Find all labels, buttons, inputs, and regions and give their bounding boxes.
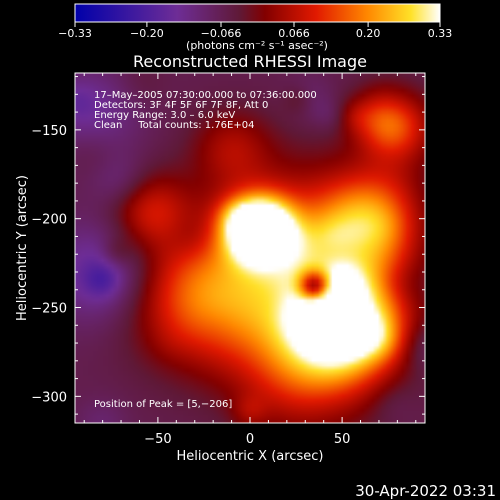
heatmap-image	[75, 73, 425, 423]
colorbar-tick-label: 0.20	[356, 27, 381, 40]
colorbar-tick-label: −0.20	[130, 27, 164, 40]
x-axis: −50 0 50	[83, 73, 417, 447]
colorbar-units-label: (photons cm⁻² s⁻¹ asec⁻²)	[186, 39, 328, 52]
x-tick-label: −50	[144, 432, 171, 447]
x-axis-label: Heliocentric X (arcsec)	[177, 449, 324, 464]
chart-title: Reconstructed RHESSI Image	[133, 52, 367, 71]
y-axis: −150 −200 −250 −300	[31, 76, 425, 415]
annotation-date: 17–May–2005 07:30:00.000 to 07:36:00.000	[94, 90, 317, 101]
y-tick-label: −200	[31, 213, 67, 228]
colorbar-tick-label: 0.066	[278, 27, 310, 40]
y-axis-label: Heliocentric Y (arcsec)	[15, 175, 30, 321]
y-tick-label: −250	[31, 302, 67, 317]
y-tick-label: −300	[31, 390, 67, 405]
colorbar-ticks: −0.33 −0.20 −0.066 0.066 0.20 0.33	[58, 22, 452, 40]
peak-position-label: Position of Peak = [5,−206]	[94, 399, 232, 410]
colorbar-tick-label: −0.33	[58, 27, 92, 40]
footer-timestamp: 30-Apr-2022 03:31	[355, 482, 496, 500]
annotation-detectors: Detectors: 3F 4F 5F 6F 7F 8F, Att 0	[94, 100, 268, 111]
annotation-energy: Energy Range: 3.0 – 6.0 keV	[94, 110, 235, 121]
colorbar-tick-label: 0.33	[428, 27, 453, 40]
x-tick-label: 50	[334, 432, 351, 447]
x-tick-label: 0	[246, 432, 254, 447]
annotation-counts: Clean Total counts: 1.76E+04	[94, 120, 254, 131]
colorbar-tick-label: −0.066	[201, 27, 242, 40]
annotation-block: 17–May–2005 07:30:00.000 to 07:36:00.000…	[94, 90, 317, 131]
colorbar	[74, 3, 441, 23]
y-tick-label: −150	[31, 124, 67, 139]
